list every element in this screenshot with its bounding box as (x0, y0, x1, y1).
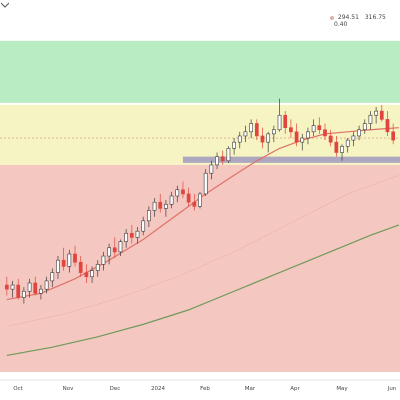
candle-body (340, 146, 344, 153)
candle-body (147, 210, 151, 222)
candle-body (175, 189, 180, 197)
candle-body (385, 119, 390, 133)
candle-body (4, 284, 9, 290)
candle-body (33, 282, 38, 294)
x-tick-label: 2024 (151, 386, 165, 392)
x-tick-label: May (336, 386, 348, 392)
readout-value-a: 294.51 (337, 14, 359, 21)
candle-body (192, 201, 197, 207)
candle-body (27, 282, 32, 292)
dot-icon (330, 15, 334, 20)
candle-body (169, 195, 174, 205)
candle-body (266, 133, 271, 143)
candle-body (226, 148, 231, 162)
toolbar-mark-icon[interactable] (1, 2, 9, 8)
candle-body (249, 123, 253, 133)
x-tick-label: Feb (200, 386, 210, 392)
candle-body (289, 127, 293, 133)
candle-body (294, 131, 299, 143)
candle-body (323, 129, 327, 137)
x-tick-label: Nov (63, 386, 74, 392)
header-strip (0, 0, 400, 41)
candle-body (203, 172, 208, 195)
candle-body (16, 284, 21, 298)
candle-body (181, 189, 185, 195)
candle-body (237, 135, 242, 143)
candle-body (271, 129, 276, 135)
candle-body (311, 125, 316, 133)
candle-body (362, 123, 367, 131)
candle-body (243, 131, 248, 137)
candle-body (141, 220, 146, 232)
candle-body (56, 259, 60, 273)
candle-body (107, 247, 111, 257)
candle-body (232, 141, 236, 149)
candle-body (220, 156, 225, 162)
candle-body (39, 288, 43, 294)
candle-body (50, 272, 55, 282)
candle-body (186, 193, 191, 203)
candle-body (158, 201, 163, 209)
candle-body (334, 141, 339, 153)
candle-body (391, 131, 396, 141)
candle-body (118, 241, 123, 253)
support-band (182, 156, 400, 163)
candle-body (328, 135, 333, 143)
candle-body (124, 232, 129, 242)
x-tick-label: Jun (387, 386, 397, 392)
x-tick-label: Dec (110, 386, 121, 392)
candle-body (260, 135, 265, 143)
candle-body (164, 203, 168, 209)
green-zone (0, 40, 400, 103)
candle-body (101, 255, 106, 265)
candle-body (129, 232, 134, 238)
candle-body (306, 131, 310, 139)
candle-body (345, 139, 350, 147)
zones (0, 0, 400, 372)
candle-body (152, 201, 157, 211)
candle-body (73, 253, 77, 263)
ohlc-readout: 294.51 316.75 0.40 (330, 14, 400, 28)
candle-body (379, 110, 384, 120)
candle-body (317, 125, 322, 131)
candle-body (300, 137, 305, 143)
candle-body (84, 272, 89, 278)
candle-body (368, 114, 373, 124)
candle-body (215, 156, 219, 166)
ma-mid-line (6, 175, 399, 327)
candle-body (95, 264, 100, 271)
candle-body (135, 230, 140, 238)
candle-body (44, 280, 49, 290)
x-axis-bg (0, 380, 400, 400)
candle-body (90, 270, 94, 278)
candle-body (357, 129, 361, 137)
candle-body (351, 135, 356, 141)
candle-body (209, 164, 214, 174)
candles (4, 98, 396, 304)
yellow-zone (0, 104, 400, 165)
candle-body (374, 110, 378, 116)
candle-body (277, 114, 282, 131)
candle-body (283, 114, 288, 128)
candle-body (10, 284, 15, 290)
x-axis: Oct Nov Dec 2024 Feb Mar Apr May Jun (0, 379, 400, 400)
candle-body (254, 123, 259, 137)
readout-value-c: 0.40 (334, 21, 348, 28)
candle-body (112, 247, 117, 253)
x-tick-label: Mar (245, 386, 256, 392)
candle-body (22, 290, 26, 298)
x-tick-label: Oct (13, 386, 23, 392)
readout-value-b: 316.75 (364, 14, 386, 21)
candle-body (198, 193, 202, 207)
candle-body (67, 253, 72, 267)
candle-body (61, 259, 66, 267)
x-tick-label: Apr (290, 386, 300, 392)
candle-body (78, 261, 83, 273)
ma-slow-line (6, 224, 400, 357)
